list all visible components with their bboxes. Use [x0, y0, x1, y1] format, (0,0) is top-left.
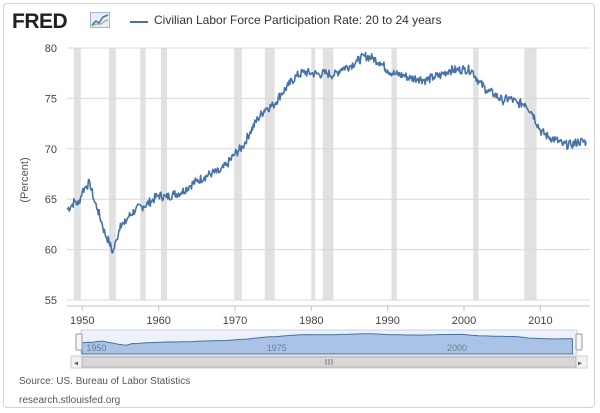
- x-tick-label: 1970: [223, 315, 247, 327]
- y-tick-label: 55: [45, 295, 57, 307]
- y-tick-labels: 55 60 65 70 75 80: [45, 43, 57, 307]
- y-tick-label: 65: [45, 194, 57, 206]
- scroll-right-arrow-icon[interactable]: ▸: [578, 359, 582, 368]
- y-tick-label: 60: [45, 245, 57, 257]
- x-tick-label: 1990: [375, 315, 399, 327]
- recession-band: [264, 48, 275, 300]
- navigator-label: 1950: [86, 343, 106, 353]
- fred-logo[interactable]: FRED: [12, 10, 68, 33]
- y-axis-label: (Percent): [19, 157, 31, 202]
- scrollbar-grip-icon[interactable]: [325, 359, 333, 365]
- y-tick-label: 75: [45, 93, 57, 105]
- scroll-left-arrow-icon[interactable]: ◂: [74, 359, 78, 368]
- series-line: [66, 51, 587, 254]
- x-tick-label: 2000: [452, 315, 476, 327]
- navigator-area: [81, 333, 573, 355]
- recession-band: [311, 48, 316, 300]
- x-tick-labels: 1950 1960 1970 1980 1990 2000 2010: [70, 306, 553, 327]
- recession-band: [473, 48, 479, 300]
- recession-band: [391, 48, 397, 300]
- chart-svg: 55 60 65 70 75 80 1950 1960 1970 1980 1990 2000 201…: [19, 43, 590, 369]
- x-tick-label: 2010: [528, 315, 552, 327]
- chart-frame: 55 60 65 70 75 80 1950 1960 1970 1980 1990 2000 201…: [3, 3, 595, 408]
- fred-graph-icon: [90, 12, 110, 28]
- recession-band: [524, 48, 537, 300]
- navigator-right-handle[interactable]: [575, 333, 583, 351]
- y-tick-label: 70: [45, 144, 57, 156]
- recession-bands: [73, 48, 537, 300]
- y-tick-label: 80: [45, 43, 57, 55]
- recession-band: [160, 48, 168, 300]
- navigator-label: 2000: [447, 343, 467, 353]
- x-tick-label: 1960: [146, 315, 170, 327]
- navigator-left-handle[interactable]: [75, 333, 83, 351]
- legend-label: Civilian Labor Force Participation Rate:…: [154, 13, 442, 27]
- navigator-label: 1975: [267, 343, 287, 353]
- recession-band: [73, 48, 81, 300]
- navigator-labels: 1950 1975 2000: [86, 343, 467, 353]
- recession-band: [234, 48, 242, 300]
- source-url[interactable]: research.stlouisfed.org: [19, 395, 121, 406]
- range-navigator[interactable]: 1950 1975 2000 ◂ ▸: [70, 329, 588, 369]
- source-note: Source: US. Bureau of Labor Statistics: [19, 376, 191, 387]
- recession-band: [140, 48, 146, 300]
- recession-band: [108, 48, 116, 300]
- x-tick-label: 1950: [70, 315, 94, 327]
- recession-band: [322, 48, 334, 300]
- legend-swatch: [130, 21, 148, 23]
- x-tick-label: 1980: [299, 315, 323, 327]
